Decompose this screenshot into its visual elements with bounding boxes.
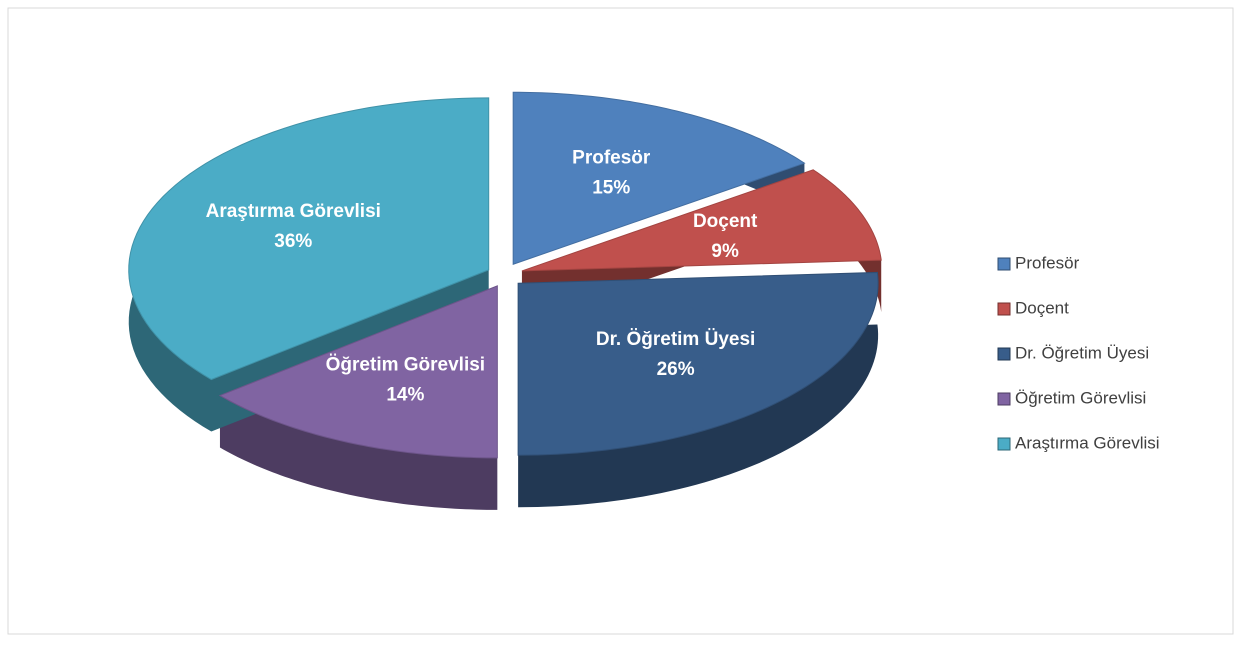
- pie-tops: [128, 91, 882, 459]
- legend-swatch: [997, 437, 1011, 451]
- slice: [128, 97, 490, 381]
- legend-label: Doçent: [1015, 298, 1069, 317]
- slice: [517, 271, 879, 456]
- legend-swatch: [997, 347, 1011, 361]
- legend-label: Profesör: [1015, 253, 1080, 272]
- slice: [512, 91, 806, 265]
- data-label-name: Araştırma Görevlisi: [206, 201, 381, 222]
- legend-swatch: [997, 257, 1011, 271]
- data-label-name: Doçent: [693, 211, 758, 232]
- slice: [521, 169, 882, 272]
- legend-label: Araştırma Görevlisi: [1015, 433, 1160, 452]
- slice: [218, 285, 498, 459]
- legend-label: Öğretim Görevlisi: [1015, 388, 1146, 407]
- data-label-value: 36%: [274, 231, 312, 252]
- data-label-name: Dr. Öğretim Üyesi: [596, 329, 755, 350]
- slice-side: [219, 285, 498, 510]
- data-label-value: 15%: [592, 177, 630, 198]
- legend-swatch: [997, 392, 1011, 406]
- data-label-value: 14%: [386, 384, 424, 405]
- data-label-value: 26%: [657, 359, 695, 380]
- legend-label: Dr. Öğretim Üyesi: [1015, 343, 1149, 362]
- data-label-value: 9%: [711, 241, 739, 262]
- legend-swatch: [997, 302, 1011, 316]
- data-label-name: Öğretim Görevlisi: [326, 354, 485, 375]
- data-label-name: Profesör: [572, 147, 651, 168]
